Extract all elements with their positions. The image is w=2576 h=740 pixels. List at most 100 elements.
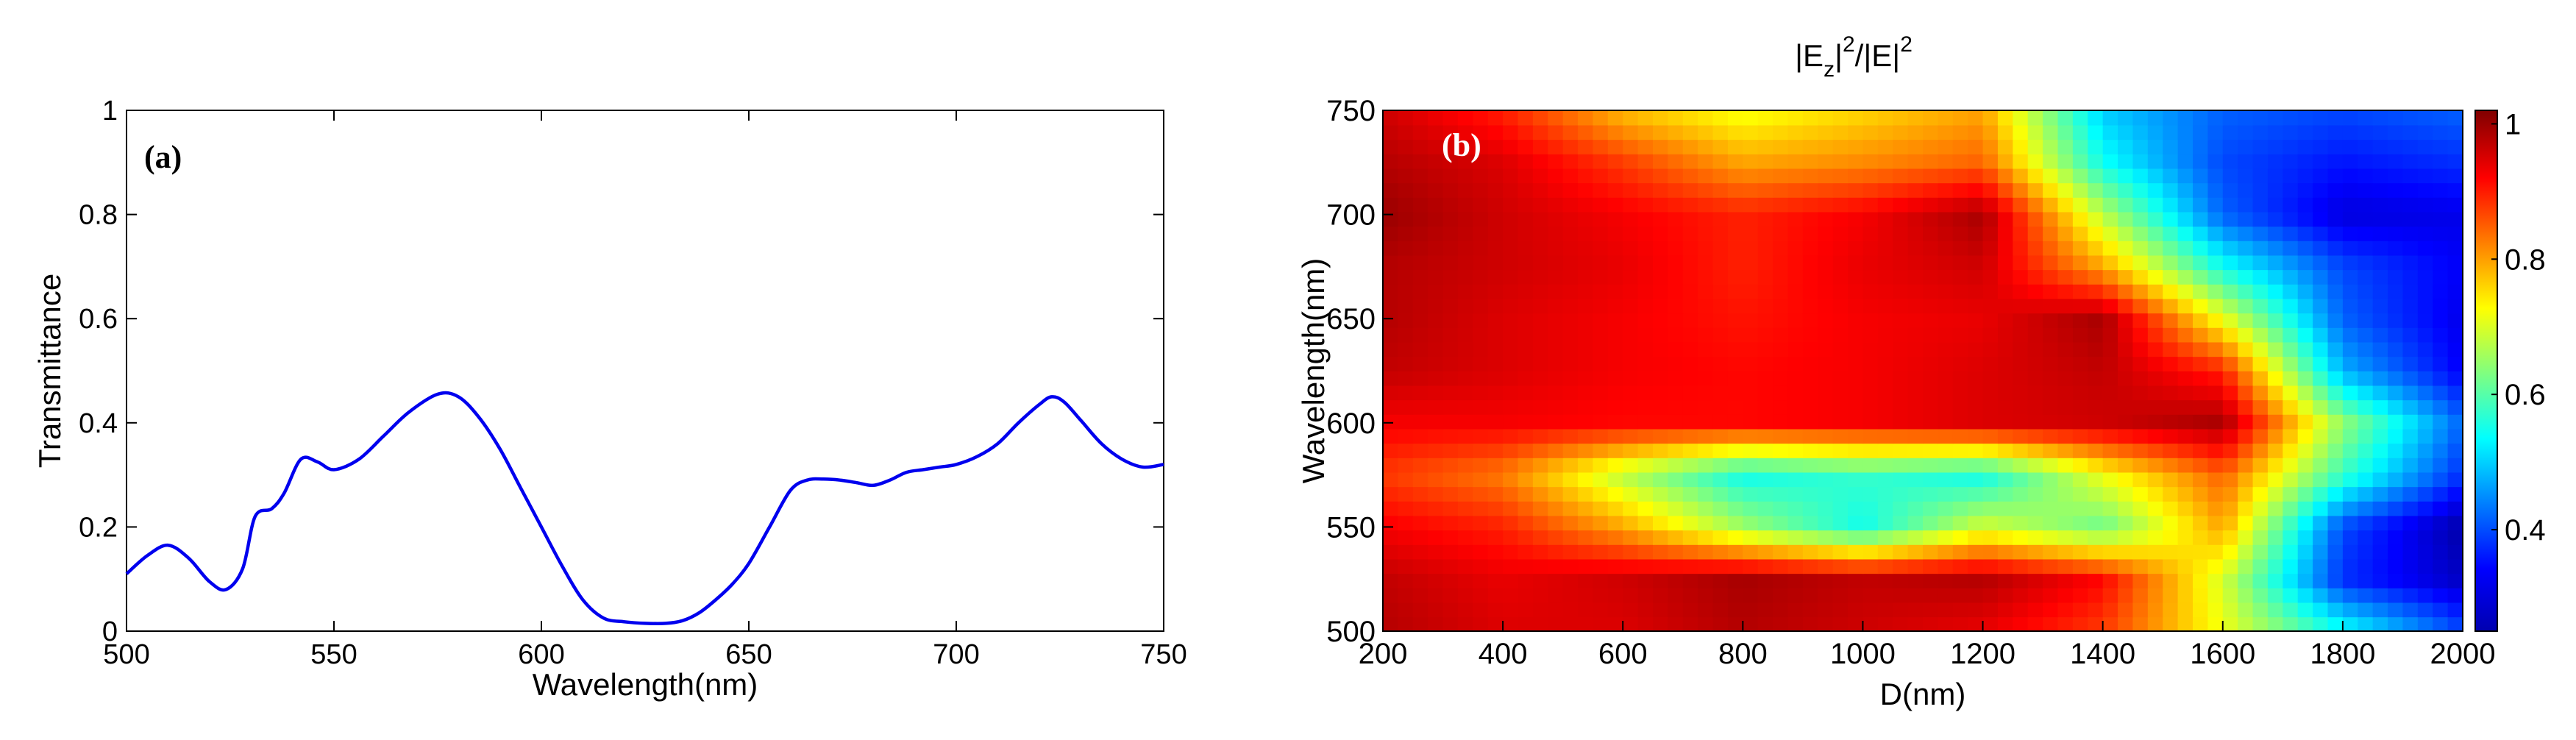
heatmap-cell (1593, 573, 1609, 588)
heatmap-cell (1428, 197, 1444, 213)
heatmap-cell (2013, 428, 2029, 444)
heatmap-cell (1487, 414, 1504, 430)
heatmap-cell (2207, 139, 2224, 154)
colorbar-ticks: 0.40.60.81 (2491, 108, 2546, 547)
heatmap-cell (1982, 341, 1999, 357)
heatmap-cell (1997, 182, 2014, 198)
heatmap-cell (1757, 458, 1773, 473)
heatmap-cell (2313, 530, 2329, 545)
heatmap-cell (1562, 602, 1579, 618)
heatmap-cell (1787, 458, 1804, 473)
heatmap-cell (1518, 472, 1534, 488)
heatmap-cell (1503, 226, 1519, 241)
heatmap-cell (1757, 313, 1773, 328)
heatmap-cell (2102, 110, 2118, 126)
heatmap-cell (2163, 501, 2179, 516)
heatmap-cell (1653, 558, 1669, 574)
heatmap-cell (1818, 197, 1834, 213)
heatmap-cell (2057, 428, 2074, 444)
heatmap-cell (2358, 284, 2374, 299)
heatmap-cell (1907, 313, 1924, 328)
heatmap-cell (1653, 530, 1669, 545)
heatmap-cell (1503, 269, 1519, 285)
heatmap-cell (2088, 327, 2104, 343)
heatmap-cell (1428, 530, 1444, 545)
heatmap-cell (1473, 616, 1489, 632)
heatmap-cell (2088, 486, 2104, 502)
heatmap-cell (1712, 284, 1729, 299)
heatmap-cell (1548, 486, 1564, 502)
heatmap-cell (2342, 226, 2359, 241)
heatmap-cell (2193, 616, 2209, 632)
heatmap-cell (1712, 154, 1729, 169)
heatmap-cell (1532, 197, 1549, 213)
heatmap-cell (1802, 588, 1819, 603)
heatmap-cell (2267, 154, 2284, 169)
heatmap-cell (1968, 544, 1984, 560)
heatmap-cell (2147, 399, 2164, 415)
heatmap-cell (1607, 182, 1624, 198)
heatmap-cell (2043, 110, 2059, 126)
heatmap-cell (2088, 573, 2104, 588)
heatmap-cell (1518, 182, 1534, 198)
heatmap-cell (2267, 298, 2284, 314)
heatmap-cell (2207, 197, 2224, 213)
heatmap-cell (1412, 356, 1428, 371)
heatmap-cell (1593, 414, 1609, 430)
heatmap-cell (2207, 558, 2224, 574)
heatmap-cell (1938, 530, 1954, 545)
heatmap-cell (1893, 284, 1909, 299)
heatmap-cell (1862, 486, 1879, 502)
heatmap-cell (1562, 255, 1579, 271)
heatmap-cell (1802, 124, 1819, 140)
heatmap-cell (2147, 443, 2164, 458)
heatmap-cell (1473, 341, 1489, 357)
heatmap-cell (1383, 616, 1399, 632)
heatmap-cell (1727, 428, 1744, 444)
heatmap-cell (2072, 486, 2089, 502)
heatmap-cell (2372, 139, 2388, 154)
heatmap-cell (2417, 558, 2434, 574)
heatmap-cell (1503, 211, 1519, 227)
heatmap-cell (2238, 269, 2254, 285)
heatmap-cell (1383, 414, 1399, 430)
heatmap-cell (1743, 313, 1759, 328)
heatmap-cell (1682, 269, 1698, 285)
heatmap-cell (1848, 458, 1864, 473)
heatmap-cell (2043, 226, 2059, 241)
heatmap-cell (2118, 385, 2134, 401)
heatmap-cell (1923, 588, 1939, 603)
heatmap-cell (1832, 226, 1849, 241)
heatmap-cell (1487, 558, 1504, 574)
heatmap-cell (2072, 226, 2089, 241)
heatmap-cell (1938, 182, 1954, 198)
heatmap-cell (2402, 371, 2419, 386)
heatmap-cell (1593, 458, 1609, 473)
heatmap-cell (1907, 501, 1924, 516)
heatmap-cell (1862, 124, 1879, 140)
heatmap-cell (1593, 501, 1609, 516)
heatmap-cell (1398, 414, 1414, 430)
heatmap-cell (2072, 284, 2089, 299)
heatmap-cell (1398, 588, 1414, 603)
heatmap-cell (2043, 341, 2059, 357)
heatmap-cell (1457, 182, 1474, 198)
heatmap-cell (1818, 226, 1834, 241)
heatmap-cell (2417, 414, 2434, 430)
heatmap-cell (2132, 530, 2149, 545)
heatmap-cell (1952, 255, 1968, 271)
heatmap-cell (2057, 501, 2074, 516)
heatmap-cell (1653, 371, 1669, 386)
heatmap-cell (1923, 226, 1939, 241)
heatmap-cell (1487, 298, 1504, 314)
heatmap-cell (2433, 211, 2449, 227)
heatmap-cell (2118, 443, 2134, 458)
heatmap-cell (1578, 182, 1594, 198)
heatmap-cell (2043, 515, 2059, 531)
heatmap-cell (2072, 255, 2089, 271)
heatmap-cell (2222, 371, 2238, 386)
heatmap-cell (1578, 226, 1594, 241)
heatmap-cell (1607, 515, 1624, 531)
heatmap-cell (2177, 385, 2193, 401)
heatmap-cell (1398, 341, 1414, 357)
